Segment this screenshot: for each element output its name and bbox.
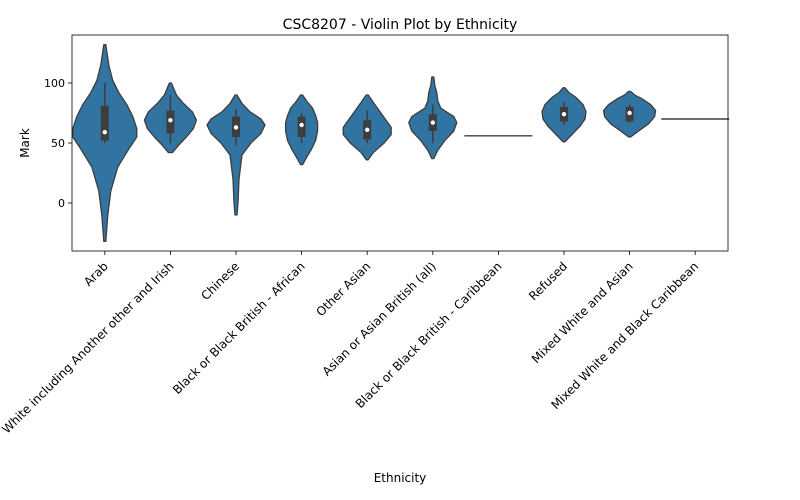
violin-median-dot (299, 122, 304, 128)
violin-body (206, 94, 266, 216)
violin-median-dot (561, 112, 567, 117)
x-axis-label: Ethnicity (374, 471, 427, 485)
x-tick-label: Refused (526, 259, 570, 303)
y-tick-label: 100 (44, 77, 65, 90)
y-axis-label: Mark (18, 128, 32, 158)
violin-median-dot (233, 125, 239, 130)
x-tick-label: Other Asian (313, 259, 373, 319)
x-tick-label: Arab (81, 259, 111, 289)
x-tick-label: Chinese (198, 259, 242, 303)
violin-group (72, 43, 730, 243)
y-tick-label: 0 (58, 197, 65, 210)
violin-median-dot (102, 130, 108, 135)
violin-iqr-box (100, 105, 109, 141)
violin-median-dot (365, 127, 370, 132)
x-tick-label: Black or Black British - Caribbean (353, 259, 505, 411)
violin-median-dot (627, 110, 632, 116)
x-tick-label: Asian or Asian British (all) (320, 259, 439, 378)
violin-median-dot (430, 120, 435, 125)
chart-title: CSC8207 - Violin Plot by Ethnicity (283, 17, 518, 33)
y-tick-label: 50 (51, 137, 65, 150)
x-tick-label: Black or Black British - African (170, 259, 308, 397)
y-axis: 0 50 100 (44, 77, 72, 210)
x-tick-label: Mixed White and Black Caribbean (548, 259, 701, 412)
violin-median-dot (168, 118, 173, 123)
